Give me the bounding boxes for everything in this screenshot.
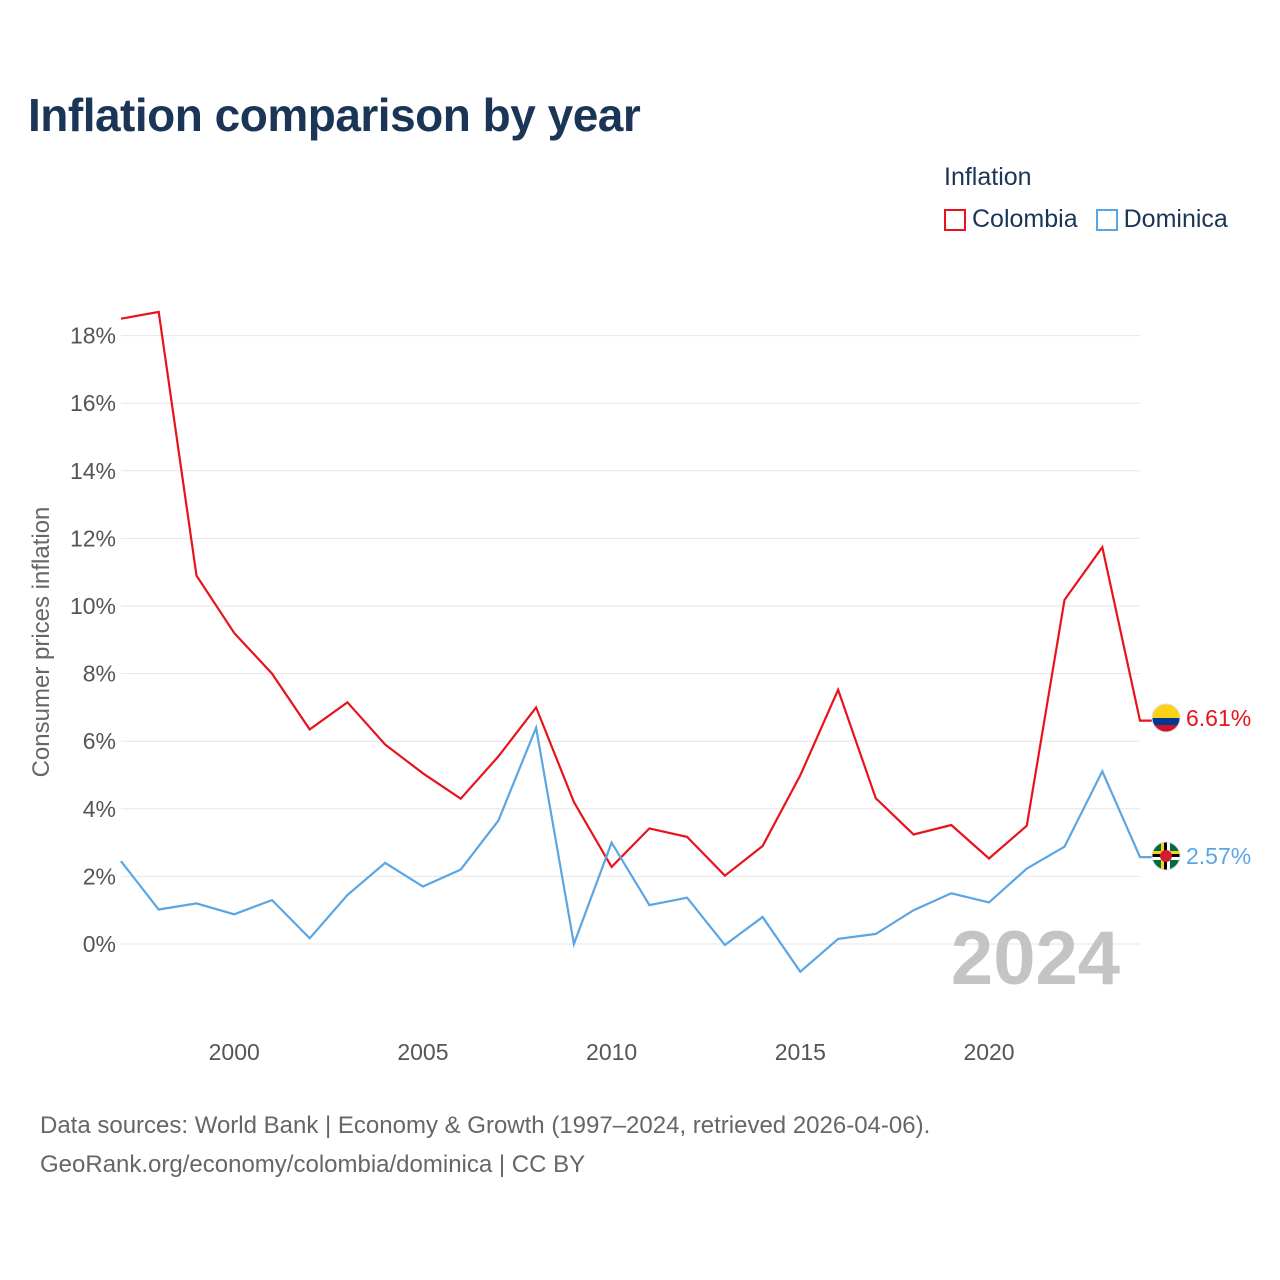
legend-item-dominica[interactable]: Dominica: [1095, 205, 1228, 234]
y-tick-label: 12%: [70, 525, 116, 551]
series-line-dominica: [120, 723, 1152, 974]
x-tick-label: 2000: [209, 1039, 260, 1065]
y-tick-label: 2%: [83, 863, 116, 889]
legend-item-colombia[interactable]: Colombia: [944, 205, 1078, 234]
footer: Data sources: World Bank | Economy & Gro…: [40, 1106, 930, 1184]
x-tick-label: 2020: [963, 1039, 1014, 1065]
y-tick-label: 4%: [83, 796, 116, 822]
legend: Colombia Dominica: [944, 205, 1228, 234]
colombia-end-label: 6.61%: [1186, 705, 1251, 731]
legend-swatch-dominica: [1095, 208, 1118, 231]
legend-label-dominica: Dominica: [1123, 205, 1228, 233]
footer-sources: Data sources: World Bank | Economy & Gro…: [40, 1112, 931, 1139]
y-tick-label: 6%: [83, 728, 116, 754]
x-tick-label: 2005: [397, 1039, 448, 1065]
legend-label-colombia: Colombia: [972, 205, 1078, 233]
y-tick-label: 0%: [83, 931, 116, 957]
footer-attribution: GeoRank.org/economy/colombia/dominica | …: [40, 1151, 586, 1178]
dominica-flag-icon: [1152, 842, 1180, 870]
year-watermark: 2024: [951, 916, 1120, 1001]
x-tick-label: 2015: [775, 1039, 826, 1065]
series-line-colombia: [120, 310, 1152, 878]
y-tick-label: 16%: [70, 390, 116, 416]
y-tick-label: 10%: [70, 593, 116, 619]
y-tick-label: 8%: [83, 661, 116, 687]
y-tick-label: 14%: [70, 458, 116, 484]
x-tick-label: 2010: [586, 1039, 637, 1065]
dominica-end-label: 2.57%: [1186, 843, 1251, 869]
legend-swatch-colombia: [944, 208, 966, 231]
y-tick-label: 18%: [70, 323, 116, 349]
chart-title: Inflation comparison by year: [28, 89, 641, 141]
legend-title: Inflation: [944, 163, 1032, 191]
colombia-flag-icon: [1152, 704, 1180, 732]
